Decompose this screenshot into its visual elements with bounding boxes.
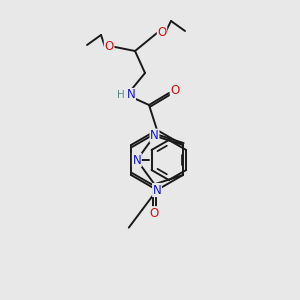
Text: N: N: [150, 129, 159, 142]
Text: H: H: [117, 90, 125, 100]
Text: O: O: [104, 40, 114, 52]
Text: O: O: [170, 83, 180, 97]
Text: O: O: [150, 207, 159, 220]
Text: N: N: [133, 154, 141, 166]
Text: N: N: [153, 184, 161, 196]
Text: N: N: [127, 88, 135, 101]
Text: O: O: [158, 26, 166, 38]
